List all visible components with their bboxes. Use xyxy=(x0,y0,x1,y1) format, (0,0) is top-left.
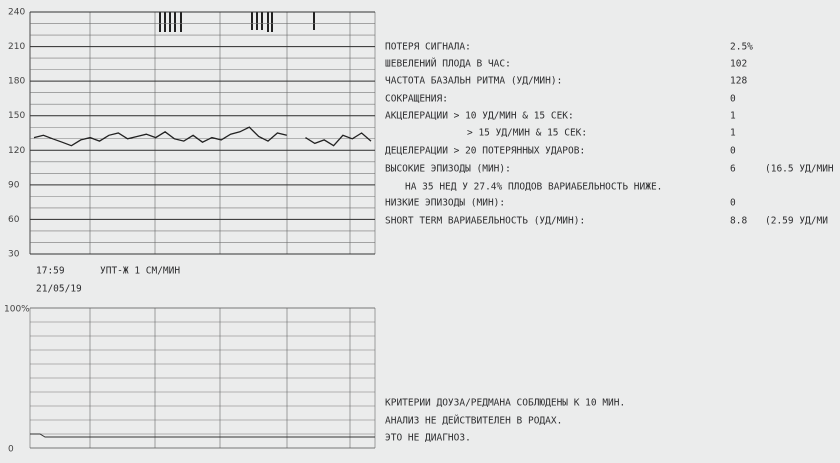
toco-bottom-label: 0 xyxy=(8,445,14,455)
report-label: ЧАСТОТА БАЗАЛЬН РИТМА (УД/МИН): xyxy=(385,76,562,87)
report-label: SHORT TERM ВАРИАБЕЛЬНОСТЬ (УД/МИН): xyxy=(385,216,585,227)
y-tick-label: 240 xyxy=(8,8,25,18)
report-label: ПОТЕРЯ СИГНАЛА: xyxy=(385,42,471,53)
report-value: 2.5% xyxy=(730,42,753,53)
report: ПОТЕРЯ СИГНАЛА: 2.5% ШЕВЕЛЕНИЙ ПЛОДА В ЧАС… xyxy=(385,42,834,227)
report-label: СОКРАЩЕНИЯ: xyxy=(385,94,448,105)
time: 17:59 xyxy=(36,266,65,277)
y-tick-label: 210 xyxy=(8,42,25,52)
report-value: 0 xyxy=(730,94,736,105)
toco-top-label: 100% xyxy=(4,305,30,315)
report-value: 6 xyxy=(730,164,736,175)
footer-line: АНАЛИЗ НЕ ДЕЙСТВИТЕЛЕН В РОДАХ. xyxy=(385,415,562,427)
footer-line: ЭТО НЕ ДИАГНОЗ. xyxy=(385,433,471,444)
report-label: НИЗКИЕ ЭПИЗОДЫ (МИН): xyxy=(385,198,505,209)
y-tick-label: 60 xyxy=(8,215,20,225)
report-label: АКЦЕЛЕРАЦИИ > 10 УД/МИН & 15 СЕК: xyxy=(385,111,574,122)
movement-markers xyxy=(159,12,315,32)
report-value: 0 xyxy=(730,198,736,209)
report-value: 1 xyxy=(730,111,736,122)
report-label: ШЕВЕЛЕНИЙ ПЛОДА В ЧАС: xyxy=(385,58,511,70)
footer-line: КРИТЕРИИ ДОУЗА/РЕДМАНА СОБЛЮДЕНЫ К 10 МИ… xyxy=(385,398,625,409)
report-label: ВЫСОКИЕ ЭПИЗОДЫ (МИН): xyxy=(385,164,511,175)
report-label: ДЕЦЕЛЕРАЦИИ > 20 ПОТЕРЯННЫХ УДАРОВ: xyxy=(385,146,585,157)
report-extra: (16.5 УД/МИН xyxy=(765,164,834,175)
report-value: 0 xyxy=(730,146,736,157)
report-value: 8.8 xyxy=(730,216,747,227)
fhr-trace xyxy=(33,126,372,147)
y-tick-label: 150 xyxy=(8,111,25,121)
report-value: 128 xyxy=(730,76,747,87)
y-tick-label: 120 xyxy=(8,146,25,156)
toco-trace xyxy=(30,433,375,438)
y-tick-label: 90 xyxy=(8,180,20,190)
report-label: > 15 УД/МИН & 15 СЕК: xyxy=(467,128,587,139)
y-tick-label: 30 xyxy=(8,250,20,260)
report-value: 1 xyxy=(730,128,736,139)
report-value: 102 xyxy=(730,59,747,70)
report-extra: (2.59 УД/МИ xyxy=(765,216,828,227)
speed: УПТ-Ж 1 СМ/МИН xyxy=(100,266,180,277)
report-label: НА 35 НЕД У 27.4% ПЛОДОВ ВАРИАБЕЛЬНОСТЬ … xyxy=(405,182,662,193)
date: 21/05/19 xyxy=(36,284,82,295)
y-tick-label: 180 xyxy=(8,77,25,87)
